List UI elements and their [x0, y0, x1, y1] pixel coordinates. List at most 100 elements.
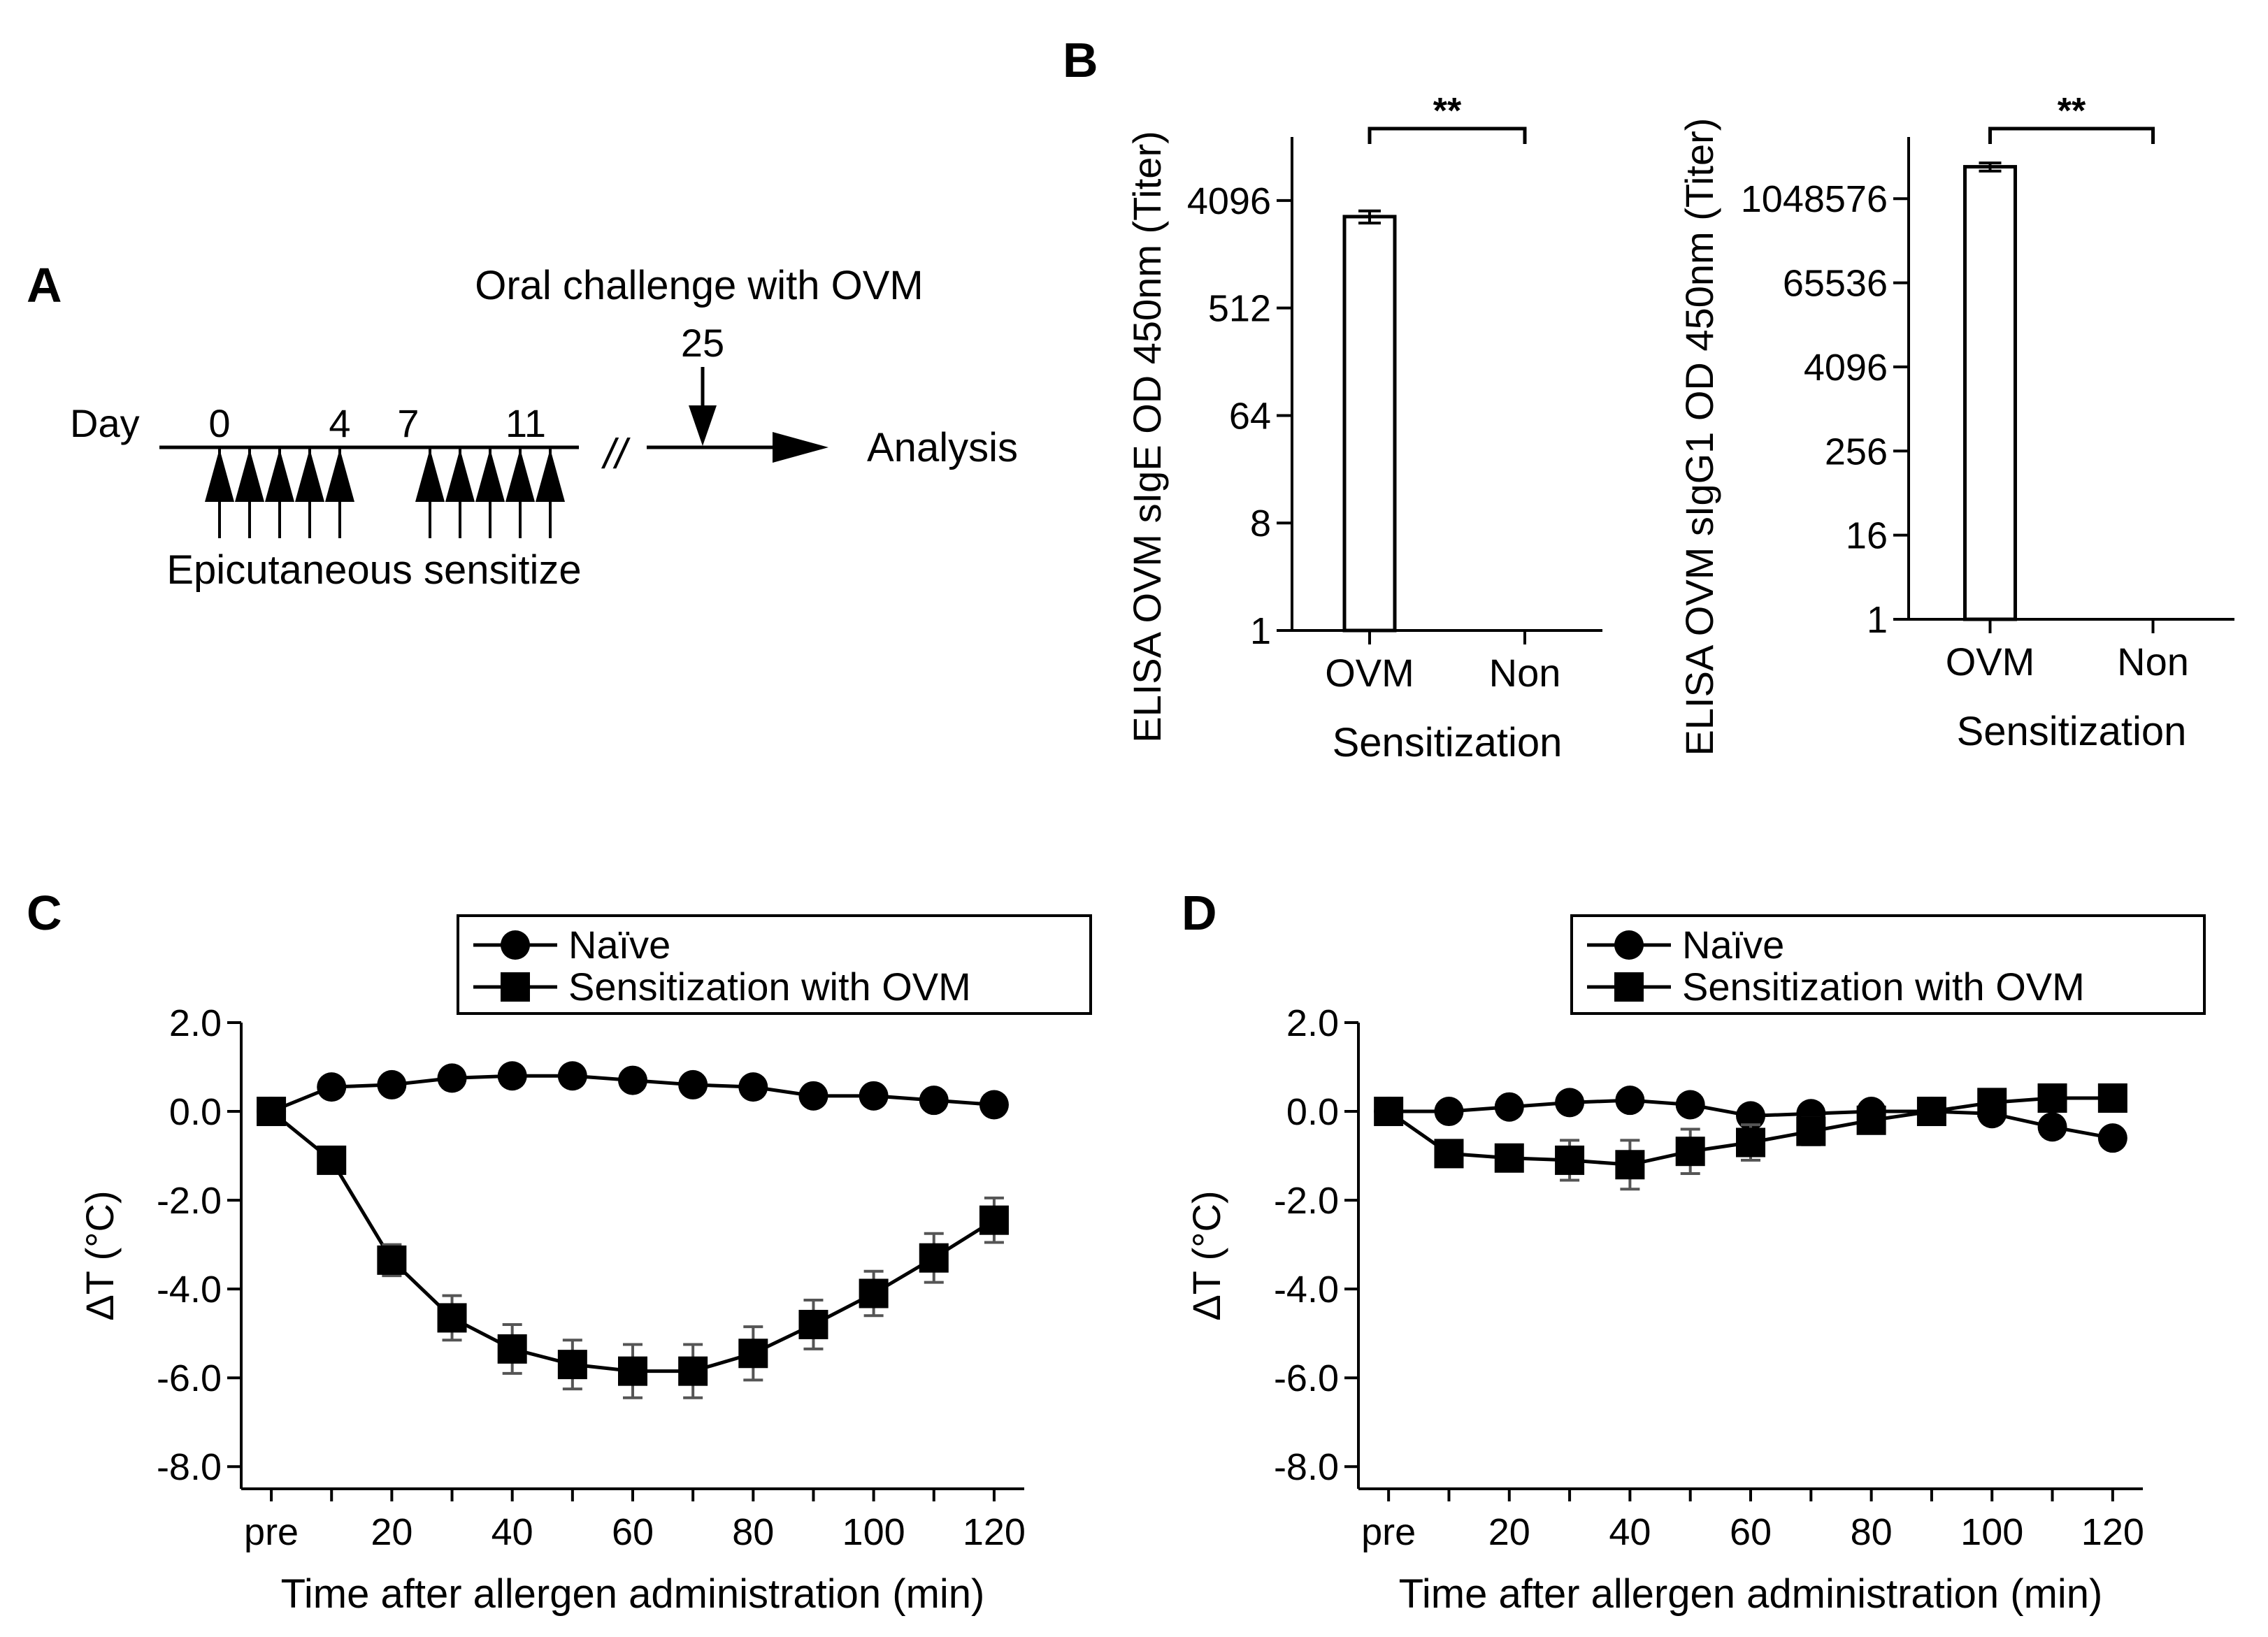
- day-tick-4: 4: [329, 401, 350, 445]
- day-tick-7: 7: [397, 401, 419, 445]
- data-point: [1736, 1127, 1765, 1158]
- day-tick-0: 0: [208, 401, 230, 445]
- data-point: [1736, 1101, 1765, 1131]
- data-point: [1555, 1145, 1585, 1175]
- x-tick-label: 80: [732, 1511, 774, 1553]
- data-point: [859, 1081, 889, 1111]
- data-point: [557, 1061, 587, 1091]
- significance-label: **: [1433, 91, 1462, 131]
- y-tick-label: 1: [1250, 610, 1271, 652]
- data-point: [1494, 1092, 1524, 1122]
- legend-label: Sensitization with OVM: [568, 965, 971, 1009]
- data-point: [437, 1303, 467, 1333]
- y-tick-label: 0.0: [169, 1091, 222, 1133]
- chart-d: 2.0 0.0 -2.0 -4.0 -6.0 -8.0 pre 20 40 60 80 100 120 T…: [1184, 914, 2206, 1617]
- legend-marker: [1614, 972, 1644, 1002]
- panel-letter-a: A: [27, 258, 62, 312]
- legend-marker: [501, 930, 530, 960]
- significance-bracket: [1988, 127, 2155, 144]
- sensitize-arrowhead: [445, 449, 475, 502]
- legend-label: Naïve: [1682, 923, 1784, 967]
- sensitize-label: Epicutaneous sensitize: [166, 547, 581, 593]
- y-tick-label: 1048576: [1741, 178, 1888, 220]
- data-point: [618, 1356, 647, 1386]
- timeline-arrowhead: [773, 432, 828, 463]
- x-axis-title: Time after allergen administration (min): [281, 1571, 985, 1617]
- analysis-label: Analysis: [867, 425, 1018, 470]
- legend-marker: [1614, 930, 1644, 960]
- significance-label: **: [2058, 91, 2086, 131]
- data-point: [2097, 1123, 2127, 1153]
- challenge-arrowhead: [689, 405, 717, 446]
- data-point: [497, 1061, 527, 1091]
- y-tick-label: -4.0: [157, 1269, 222, 1311]
- panel-letter-d: D: [1182, 886, 1217, 940]
- sensitize-arrowhead: [415, 449, 445, 502]
- data-point: [1555, 1088, 1585, 1118]
- y-tick-label: 0.0: [1286, 1091, 1339, 1133]
- data-point: [618, 1065, 647, 1095]
- data-point: [738, 1072, 768, 1102]
- x-tick-label: Non: [1489, 651, 1561, 695]
- data-point: [557, 1350, 587, 1380]
- x-tick-label: 40: [491, 1511, 533, 1553]
- data-point: [1796, 1116, 1826, 1146]
- y-tick-label: -6.0: [157, 1357, 222, 1399]
- y-tick-label: 64: [1229, 395, 1271, 437]
- bar: [1342, 215, 1397, 633]
- data-point: [919, 1243, 949, 1273]
- data-point: [1675, 1090, 1705, 1120]
- panel-letter-c: C: [27, 886, 62, 940]
- break-mark: //: [601, 431, 631, 477]
- series-line: [270, 1110, 996, 1373]
- sensitize-arrowhead: [235, 449, 264, 502]
- data-point: [317, 1072, 347, 1102]
- sensitize-arrowhead: [536, 449, 565, 502]
- sensitize-arrowhead: [505, 449, 535, 502]
- y-tick-label: 256: [1825, 431, 1888, 473]
- y-tick-label: 65536: [1783, 263, 1888, 305]
- data-point: [2097, 1083, 2127, 1113]
- x-tick-label: 120: [963, 1511, 1026, 1553]
- y-tick-label: -8.0: [157, 1446, 222, 1488]
- data-point: [678, 1069, 708, 1099]
- data-point: [1916, 1097, 1946, 1127]
- data-point: [1494, 1143, 1524, 1173]
- chart-c: 2.0 0.0 -2.0 -4.0 -6.0 -8.0 pre 20 40 60 80 100 120 T…: [78, 914, 1092, 1617]
- data-point: [377, 1069, 407, 1099]
- legend-box: [1570, 914, 2206, 1015]
- data-point: [497, 1334, 527, 1364]
- y-tick-label: 512: [1208, 288, 1271, 330]
- legend-box: [457, 914, 1092, 1015]
- sensitize-arrowhead: [295, 449, 324, 502]
- day-label: Day: [70, 401, 140, 445]
- data-point: [317, 1145, 347, 1175]
- day-tick-11: 11: [505, 401, 546, 445]
- significance-bracket: [1368, 127, 1527, 144]
- y-tick-label: 2.0: [169, 1002, 222, 1044]
- data-point: [859, 1278, 889, 1308]
- y-tick-label: 2.0: [1286, 1002, 1339, 1044]
- data-point: [1374, 1097, 1404, 1127]
- legend-marker: [501, 972, 530, 1002]
- data-point: [377, 1245, 407, 1275]
- y-axis-title: ELISA OVM sIgE OD 450nm (Titer): [1125, 131, 1169, 743]
- data-point: [2037, 1083, 2067, 1113]
- data-point: [1434, 1097, 1464, 1127]
- data-point: [678, 1356, 708, 1386]
- x-tick-label: 40: [1609, 1511, 1651, 1553]
- data-point: [2037, 1112, 2067, 1142]
- y-tick-label: -2.0: [157, 1180, 222, 1222]
- x-axis-title: Time after allergen administration (min): [1399, 1571, 2103, 1617]
- x-tick-label: 120: [2081, 1511, 2144, 1553]
- x-tick-label: 20: [1488, 1511, 1530, 1553]
- sensitize-arrowhead: [475, 449, 505, 502]
- x-tick-label: OVM: [1325, 651, 1414, 695]
- x-tick-label: 60: [612, 1511, 654, 1553]
- challenge-label: Oral challenge with OVM: [475, 263, 923, 308]
- chart-igG1: 1 16 256 4096 65536 1048576 OVM Non ** Sensitizat…: [1677, 91, 2234, 756]
- y-tick-label: 4096: [1804, 347, 1888, 389]
- y-tick-label: 1: [1867, 599, 1888, 641]
- y-axis-title: ΔT (°C): [78, 1190, 122, 1320]
